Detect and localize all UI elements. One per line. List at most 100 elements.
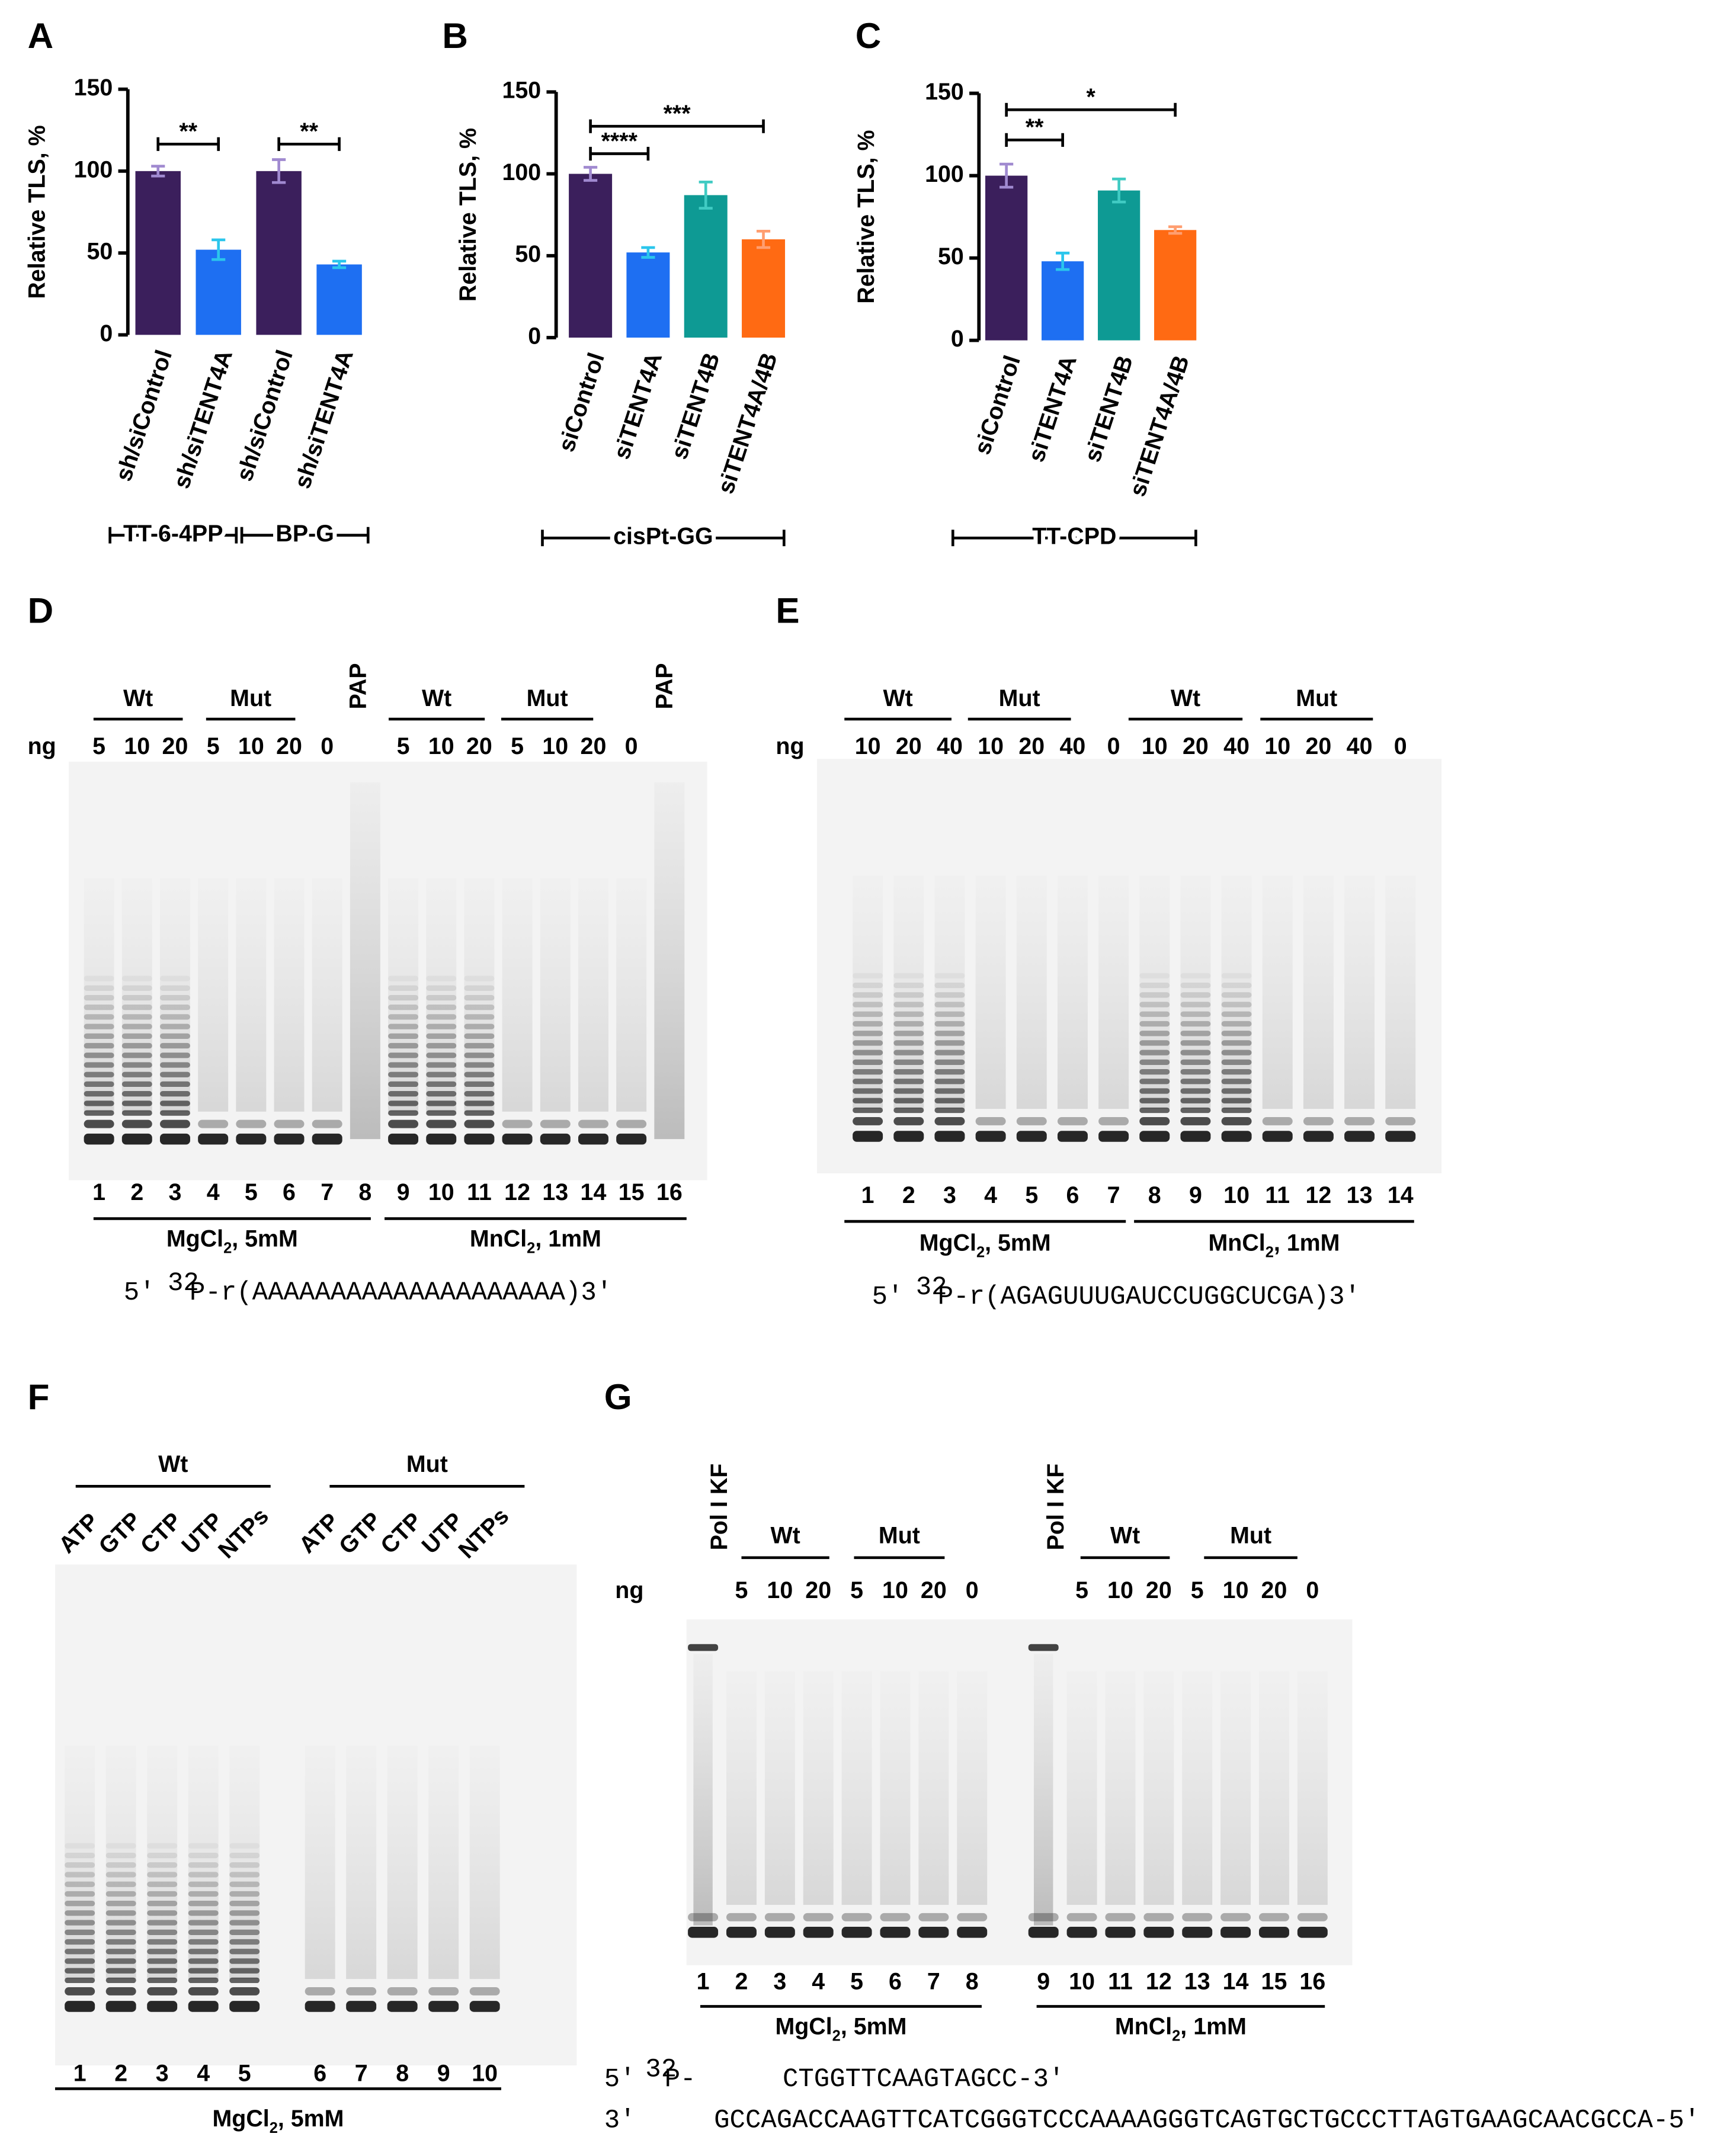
amount-label: 0 — [966, 1577, 979, 1603]
gel-band — [387, 2001, 418, 2012]
gel-ladder-band — [388, 1053, 419, 1058]
gel-ladder-band — [388, 1062, 419, 1068]
gel-ladder-band — [893, 1050, 924, 1055]
amount-label: 20 — [896, 733, 922, 759]
group-label: TT-6-4PP — [123, 521, 223, 547]
gel-ladder-band — [84, 1091, 114, 1097]
amount-label: 20 — [1261, 1577, 1287, 1603]
gel-band — [1066, 1913, 1097, 1921]
condition-subscript: 2 — [1172, 2027, 1180, 2044]
gel-ladder-band — [84, 994, 114, 1001]
group-label: Wt — [1171, 685, 1200, 711]
gel-smear — [198, 878, 229, 1112]
gel-ladder-band — [426, 985, 457, 991]
gel-ladder-band — [464, 1062, 495, 1068]
x-tick-label: siControl — [553, 349, 610, 455]
gel-ladder-band — [188, 1910, 219, 1916]
gel-ladder-band — [159, 1033, 190, 1039]
gel-band — [841, 1913, 872, 1921]
amount-label: 20 — [276, 733, 302, 759]
gel-band — [1344, 1131, 1375, 1142]
amount-label: 10 — [1107, 1577, 1133, 1603]
gel-band — [934, 1117, 965, 1125]
gel-band — [388, 1133, 419, 1145]
significance-label: ** — [300, 118, 318, 145]
gel-ladder-band — [84, 985, 114, 991]
gel-ladder-band — [65, 1958, 95, 1964]
group-label: Mut — [230, 685, 271, 711]
group-label: Wt — [770, 1522, 800, 1548]
condition-label: MgCl2, 5mM — [920, 1230, 1051, 1260]
y-tick-label: 150 — [502, 78, 541, 104]
gel-band — [1143, 1913, 1174, 1921]
gel-ladder-band — [934, 973, 965, 979]
lane-number: 11 — [1108, 1968, 1133, 1994]
gel-ladder-band — [934, 1011, 965, 1017]
gel-ladder-band — [934, 1079, 965, 1085]
gel-band — [464, 1119, 495, 1128]
sequence-superscript: 32 — [168, 1269, 199, 1298]
gel-ladder-band — [84, 1062, 114, 1068]
gel-ladder-band — [934, 992, 965, 998]
amount-label: 10 — [542, 733, 568, 759]
gel-ladder-band — [388, 1091, 419, 1097]
gel-ladder-band — [934, 1021, 965, 1027]
y-tick-label: 0 — [100, 320, 113, 346]
amount-label: 20 — [162, 733, 188, 759]
gel-ladder-band — [426, 1081, 457, 1087]
panel-letter: C — [856, 15, 882, 56]
condition-text: , 5mM — [232, 1226, 298, 1252]
gel-ladder-band — [464, 1024, 495, 1029]
lane-number: 15 — [619, 1179, 645, 1205]
gel-band — [1016, 1131, 1047, 1142]
gel-ladder-band — [84, 1005, 114, 1010]
lane-number: 12 — [504, 1179, 530, 1205]
y-axis-label: Relative TLS, % — [853, 130, 879, 303]
x-tick-label: siTENT4A — [608, 349, 667, 462]
gel-ladder-band — [464, 1053, 495, 1058]
gel-ladder-band — [188, 1891, 219, 1897]
gel-band — [387, 1987, 418, 1995]
gel-ladder-band — [893, 973, 924, 979]
error-bar — [151, 165, 165, 178]
y-tick-label: 100 — [925, 161, 964, 187]
gel-ladder-band — [388, 976, 419, 981]
gel-smear — [957, 1671, 988, 1905]
sequence-text: P-r(AAAAAAAAAAAAAAAAAAAA)3′ — [190, 1278, 612, 1308]
lane-number: 7 — [355, 2061, 368, 2087]
gel-ladder-band — [934, 1107, 965, 1114]
lane-number: 12 — [1146, 1968, 1172, 1994]
gel-ladder-band — [1221, 982, 1252, 989]
error-bar — [999, 162, 1014, 189]
amount-label: 10 — [238, 733, 264, 759]
gel-ladder-band — [934, 1031, 965, 1037]
lane-number: 14 — [1223, 1968, 1249, 1994]
gel-ladder-band — [105, 1910, 136, 1916]
error-bar — [699, 180, 713, 210]
gel-band — [147, 1987, 178, 1995]
gel-ladder-band — [1221, 1031, 1252, 1037]
gel-ladder-band — [1180, 1059, 1211, 1065]
gel-band — [918, 1913, 949, 1921]
gel-ladder-band — [229, 1901, 260, 1907]
condition-text: MnCl — [1115, 2014, 1172, 2040]
lane-number: 4 — [207, 1179, 220, 1205]
condition-label: MnCl2, 1mM — [470, 1226, 601, 1256]
lane-number: 13 — [542, 1179, 568, 1205]
gel-band — [1303, 1131, 1334, 1142]
lane-number: 6 — [889, 1968, 902, 1994]
gel-band — [84, 1133, 114, 1145]
gel-ladder-band — [65, 1939, 95, 1945]
gel-ladder-band — [1180, 1050, 1211, 1055]
amount-label: 10 — [1142, 733, 1168, 759]
gel-ladder-band — [121, 1081, 152, 1087]
gel-ladder-band — [84, 1053, 114, 1058]
panel-letter: G — [604, 1377, 632, 1417]
gel-band — [841, 1927, 872, 1938]
gel-smear — [312, 878, 342, 1112]
condition-subscript: 2 — [270, 2119, 278, 2136]
panel-letter: E — [776, 591, 799, 631]
gel-ladder-band — [464, 1091, 495, 1097]
condition-label: MnCl2, 1mM — [1208, 1230, 1340, 1260]
bar — [626, 252, 670, 338]
